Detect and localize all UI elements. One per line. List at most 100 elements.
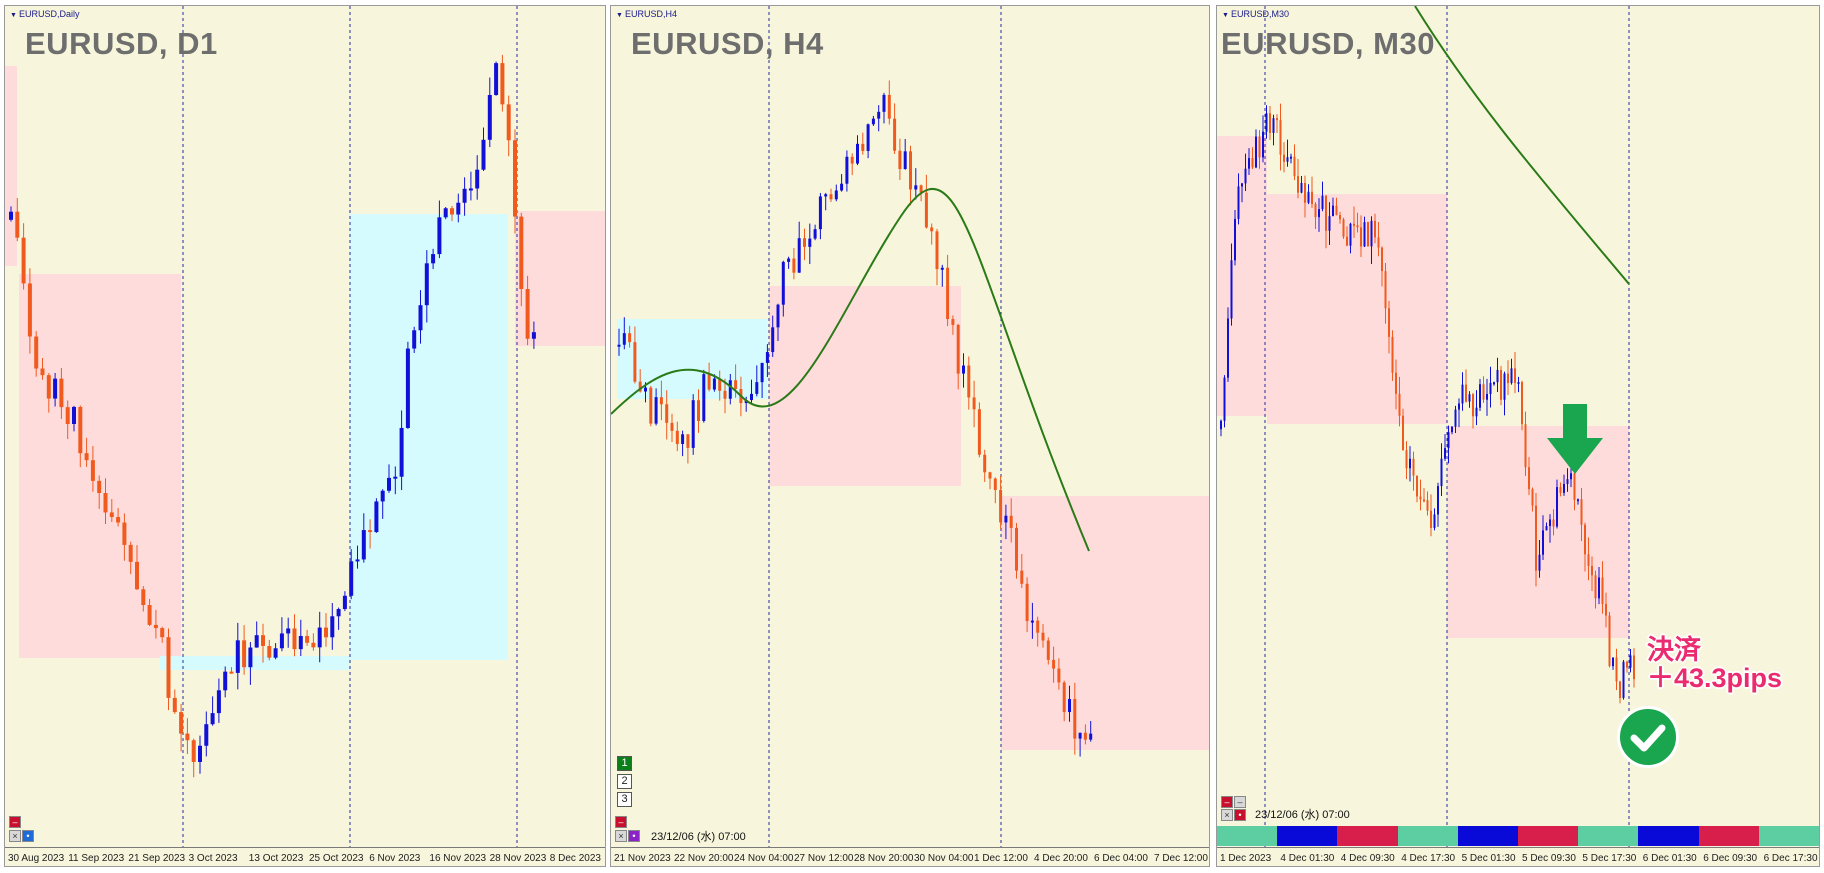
settings-icon[interactable]: •	[1234, 809, 1246, 821]
settlement-title: 決済	[1647, 635, 1701, 665]
candle	[405, 341, 410, 429]
color-bar-segment	[1578, 826, 1639, 846]
candle	[840, 174, 844, 192]
candle	[893, 103, 897, 154]
candle	[109, 499, 114, 523]
close-icon[interactable]: ×	[9, 830, 21, 842]
close-icon[interactable]: –	[1234, 796, 1246, 808]
candle	[1388, 300, 1390, 354]
candle	[1339, 211, 1341, 224]
candle	[216, 678, 221, 723]
close-icon[interactable]: ×	[1221, 809, 1233, 821]
candle	[349, 549, 354, 600]
candle	[324, 613, 328, 647]
candle	[1381, 246, 1383, 287]
candle	[1405, 441, 1408, 480]
chart-panel-h4[interactable]: ▼ EURUSD,H4 EURUSD, H4 1 2 3 – × • 23/12/…	[610, 5, 1210, 867]
time-tick-label: 28 Nov 2023	[489, 853, 547, 864]
minimize-icon[interactable]: –	[1221, 796, 1233, 808]
candle	[355, 545, 360, 569]
candle	[1015, 523, 1018, 579]
candle	[993, 477, 997, 504]
candle	[697, 389, 700, 433]
candle	[160, 626, 165, 643]
candle	[468, 171, 473, 201]
candle	[141, 586, 146, 612]
candle	[924, 174, 928, 229]
candle	[776, 303, 780, 342]
settings-icon[interactable]: •	[22, 830, 34, 842]
candle	[1580, 488, 1583, 542]
candle	[393, 466, 398, 495]
candle	[1391, 330, 1394, 381]
candle	[122, 513, 127, 561]
candle	[481, 127, 486, 171]
candle	[1237, 173, 1240, 225]
candle	[659, 380, 663, 421]
close-icon[interactable]: ×	[615, 830, 627, 842]
minimize-icon[interactable]: –	[9, 816, 21, 828]
minimize-icon[interactable]: –	[615, 816, 627, 828]
moving-average-line	[1414, 6, 1630, 285]
candle	[1325, 195, 1327, 249]
candle	[1262, 115, 1264, 163]
chart-panel-d1[interactable]: ▼ EURUSD,Daily EURUSD, D1 – × • 30 Aug 20…	[4, 5, 606, 867]
candle	[1535, 492, 1537, 587]
candle	[59, 367, 64, 419]
price-plot-m30[interactable]	[1217, 6, 1820, 848]
time-tick-label: 21 Nov 2023	[614, 853, 671, 864]
candle	[1507, 360, 1509, 395]
candle	[1489, 366, 1492, 408]
candle	[1493, 381, 1495, 386]
price-plot-d1[interactable]	[5, 6, 606, 848]
candle	[342, 591, 347, 612]
candle	[1220, 419, 1222, 437]
candle	[1293, 144, 1296, 181]
candle	[374, 498, 379, 533]
candle	[1068, 685, 1071, 722]
timeframe-button-2[interactable]: 2	[617, 774, 632, 789]
price-zone	[515, 211, 605, 346]
time-tick-label: 5 Dec 17:30	[1582, 853, 1637, 864]
time-tick-label: 6 Dec 04:00	[1094, 853, 1148, 864]
candle	[728, 373, 732, 405]
candle	[1020, 553, 1024, 589]
candle	[254, 621, 259, 648]
candle	[1335, 197, 1338, 216]
timeframe-button-1[interactable]: 1	[617, 756, 632, 771]
candle	[210, 696, 215, 726]
candle	[1062, 680, 1066, 722]
candle	[191, 738, 196, 778]
candle	[1402, 408, 1404, 451]
candle	[1531, 487, 1534, 512]
price-zone	[19, 274, 181, 658]
candle	[1304, 175, 1306, 218]
price-zone	[160, 656, 350, 670]
price-zone	[5, 66, 17, 266]
chart-panel-m30[interactable]: ▼ EURUSD,M30 EURUSD, M30 – – × • 23/12/06…	[1216, 5, 1820, 867]
settings-icon[interactable]: •	[628, 830, 640, 842]
candle	[153, 609, 158, 639]
candle	[286, 617, 291, 648]
candle	[166, 628, 171, 711]
candle	[1451, 426, 1453, 435]
candle	[914, 168, 918, 200]
candle	[1286, 139, 1289, 167]
candle	[40, 358, 45, 380]
candle	[1559, 482, 1562, 497]
candle	[223, 666, 228, 698]
candle	[97, 475, 102, 509]
price-plot-h4[interactable]	[611, 6, 1210, 848]
candle	[494, 61, 499, 96]
candle	[1598, 567, 1600, 605]
time-tick-label: 6 Dec 17:30	[1763, 853, 1818, 864]
timeframe-button-3[interactable]: 3	[617, 792, 632, 807]
candle	[1594, 570, 1597, 609]
candle	[1454, 405, 1457, 434]
time-tick-label: 6 Dec 01:30	[1642, 853, 1697, 864]
time-axis-d1: 30 Aug 2023 11 Sep 2023 21 Sep 2023 3 Oct 2…	[5, 847, 605, 866]
candle	[1332, 197, 1334, 217]
candle	[845, 150, 849, 192]
candle	[1461, 372, 1464, 411]
candle	[1542, 515, 1544, 560]
